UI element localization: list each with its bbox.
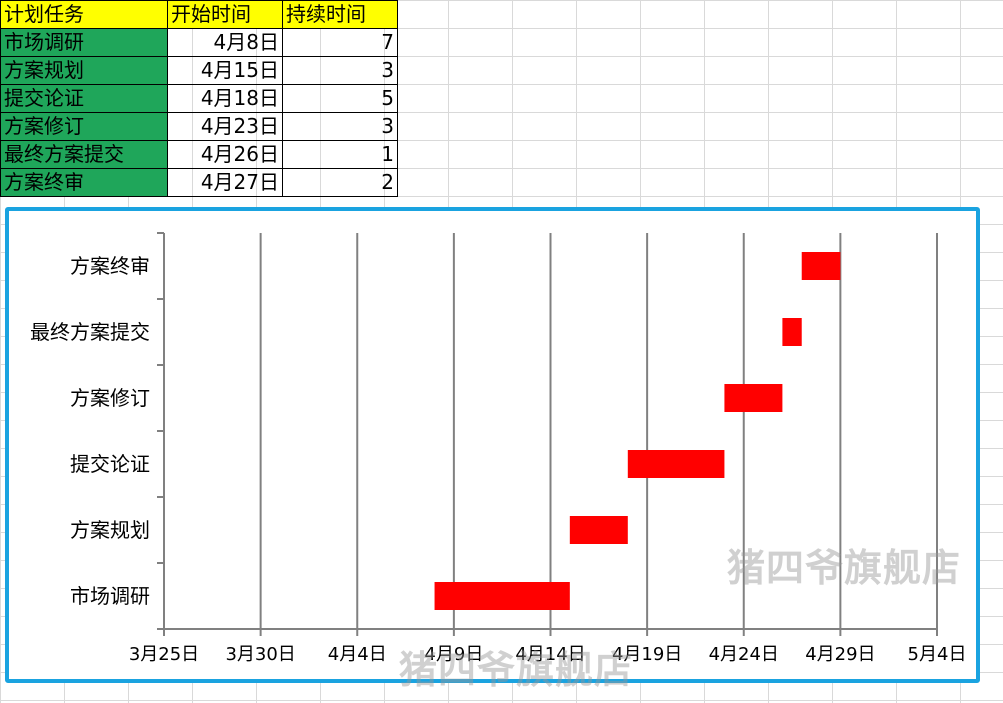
table-row: 方案规划 4月15日 3 bbox=[0, 56, 398, 85]
duration-cell[interactable]: 5 bbox=[282, 84, 398, 113]
duration-cell[interactable]: 2 bbox=[282, 168, 398, 197]
start-cell[interactable]: 4月27日 bbox=[167, 168, 283, 197]
y-category-label: 方案终审 bbox=[70, 254, 150, 278]
gantt-chart-plot: 3月25日 3月30日 4月4日 4月9日 4月14日 4月19日 4月24日 4月29日 5月… bbox=[30, 232, 967, 665]
table-row: 市场调研 4月8日 7 bbox=[0, 28, 398, 57]
task-cell[interactable]: 市场调研 bbox=[0, 28, 168, 57]
header-start[interactable]: 开始时间 bbox=[167, 0, 283, 29]
gantt-chart[interactable]: 3月25日 3月30日 4月4日 4月9日 4月14日 4月19日 4月24日 4月29日 5月… bbox=[5, 207, 980, 692]
x-tick-label: 4月24日 bbox=[709, 644, 779, 665]
x-tick-label: 4月29日 bbox=[805, 644, 875, 665]
start-cell[interactable]: 4月8日 bbox=[167, 28, 283, 57]
gantt-bar bbox=[801, 252, 841, 280]
table-header-row: 计划任务 开始时间 持续时间 bbox=[0, 0, 398, 29]
x-tick-label: 4月19日 bbox=[612, 644, 682, 665]
duration-cell[interactable]: 3 bbox=[282, 112, 398, 141]
gantt-data-table: 计划任务 开始时间 持续时间 市场调研 4月8日 7 方案规划 4月15日 3 … bbox=[0, 0, 398, 197]
table-row: 提交论证 4月18日 5 bbox=[0, 84, 398, 113]
watermark-bottom: 猪四爷旗舰店 bbox=[399, 648, 634, 692]
y-category-label: 方案修订 bbox=[70, 386, 150, 410]
start-cell[interactable]: 4月18日 bbox=[167, 84, 283, 113]
header-task[interactable]: 计划任务 bbox=[0, 0, 168, 29]
gantt-bar bbox=[724, 384, 783, 412]
duration-cell[interactable]: 1 bbox=[282, 140, 398, 169]
watermark-right: 猪四爷旗舰店 bbox=[727, 546, 962, 590]
start-cell[interactable]: 4月15日 bbox=[167, 56, 283, 85]
gantt-bar bbox=[434, 582, 570, 610]
task-cell[interactable]: 方案规划 bbox=[0, 56, 168, 85]
duration-cell[interactable]: 3 bbox=[282, 56, 398, 85]
start-cell[interactable]: 4月23日 bbox=[167, 112, 283, 141]
x-tick-label: 3月30日 bbox=[225, 644, 295, 665]
y-category-label: 市场调研 bbox=[70, 584, 150, 608]
table-row: 方案终审 4月27日 2 bbox=[0, 168, 398, 197]
table-row: 方案修订 4月23日 3 bbox=[0, 112, 398, 141]
task-cell[interactable]: 方案修订 bbox=[0, 112, 168, 141]
gantt-bar bbox=[569, 516, 628, 544]
x-tick-label: 4月9日 bbox=[424, 644, 483, 665]
task-cell[interactable]: 最终方案提交 bbox=[0, 140, 168, 169]
x-tick-label: 3月25日 bbox=[129, 644, 199, 665]
gantt-bar bbox=[782, 318, 802, 346]
duration-cell[interactable]: 7 bbox=[282, 28, 398, 57]
task-cell[interactable]: 方案终审 bbox=[0, 168, 168, 197]
x-tick-label: 4月4日 bbox=[328, 644, 387, 665]
task-cell[interactable]: 提交论证 bbox=[0, 84, 168, 113]
start-cell[interactable]: 4月26日 bbox=[167, 140, 283, 169]
y-category-label: 最终方案提交 bbox=[30, 320, 150, 344]
y-category-label: 提交论证 bbox=[70, 452, 150, 476]
table-row: 最终方案提交 4月26日 1 bbox=[0, 140, 398, 169]
y-category-label: 方案规划 bbox=[70, 518, 150, 542]
x-tick-label: 5月4日 bbox=[908, 644, 967, 665]
x-tick-label: 4月14日 bbox=[515, 644, 585, 665]
gantt-bar bbox=[627, 450, 725, 478]
header-duration[interactable]: 持续时间 bbox=[282, 0, 398, 29]
